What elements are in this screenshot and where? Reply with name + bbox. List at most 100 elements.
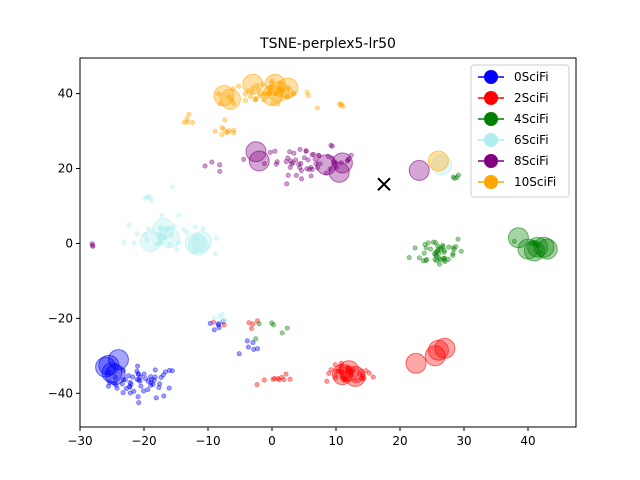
x-tick-label: −20: [131, 434, 156, 448]
data-point-0scifi: [158, 374, 164, 380]
data-point-8scifi: [305, 157, 311, 163]
centroid-point-10scifi: [267, 81, 289, 103]
data-point-10scifi: [252, 97, 258, 103]
data-point-0scifi: [141, 371, 147, 377]
data-point-10scifi: [216, 91, 222, 97]
data-point-0scifi: [112, 374, 118, 380]
data-point-4scifi: [433, 240, 439, 246]
data-point-2scifi: [333, 375, 339, 381]
legend-label-6scifi: 6SciFi: [514, 133, 549, 147]
data-point-10scifi: [339, 102, 345, 108]
data-point-2scifi: [339, 370, 345, 376]
data-point-6scifi: [145, 226, 151, 232]
data-point-0scifi: [127, 379, 133, 385]
data-point-0scifi: [134, 376, 140, 382]
data-point-10scifi: [231, 127, 237, 133]
data-point-10scifi: [226, 94, 232, 100]
legend-marker-4scifi: [484, 112, 498, 126]
data-point-2scifi: [261, 377, 267, 383]
data-point-10scifi: [219, 125, 225, 131]
data-point-8scifi: [285, 172, 291, 178]
data-point-0scifi: [244, 338, 250, 344]
data-point-0scifi: [145, 387, 151, 393]
centroid-point-6scifi: [159, 227, 181, 249]
data-point-6scifi: [170, 184, 176, 190]
data-point-4scifi: [420, 258, 426, 264]
data-point-0scifi: [255, 346, 261, 352]
data-point-2scifi: [287, 376, 293, 382]
data-point-4scifi: [406, 255, 412, 261]
data-point-4scifi: [455, 236, 461, 242]
data-point-2scifi: [326, 370, 332, 376]
centroid-point-6scifi: [191, 231, 213, 253]
data-point-6scifi: [195, 237, 201, 243]
data-point-2scifi: [246, 320, 252, 326]
x-axis: −30 −20 −10 0 10 20 30 40: [67, 427, 536, 448]
chart-title: TSNE-perplex5-lr50: [259, 36, 396, 52]
x-tick-label: 10: [328, 434, 343, 448]
x-tick-label: −30: [67, 434, 92, 448]
data-point-4scifi: [421, 250, 427, 256]
data-point-0scifi: [130, 374, 136, 380]
data-point-8scifi: [323, 170, 329, 176]
data-point-0scifi: [169, 368, 175, 374]
data-point-4scifi: [440, 242, 446, 248]
data-point-8scifi: [298, 161, 304, 167]
axes-frame: [79, 57, 577, 428]
data-point-2scifi: [211, 319, 217, 325]
data-point-2scifi: [254, 382, 260, 388]
data-point-6scifi: [167, 241, 173, 247]
data-point-6scifi: [216, 313, 222, 319]
data-point-10scifi: [304, 89, 310, 95]
data-point-6scifi: [181, 227, 187, 233]
centroid-point-6scifi: [431, 154, 453, 176]
data-point-6scifi: [220, 317, 226, 323]
data-point-4scifi: [428, 246, 434, 252]
data-point-4scifi: [453, 244, 459, 250]
data-point-4scifi: [451, 246, 457, 252]
data-point-6scifi: [176, 212, 182, 218]
data-point-4scifi: [416, 255, 422, 261]
data-point-4scifi: [450, 251, 456, 257]
legend-marker-10scifi: [484, 175, 498, 189]
data-point-4scifi: [436, 255, 442, 261]
centroid-point-10scifi: [427, 150, 449, 172]
data-point-4scifi: [455, 172, 461, 178]
centroid-point-8scifi: [315, 154, 337, 176]
data-point-6scifi: [159, 213, 165, 219]
data-point-2scifi: [272, 376, 278, 382]
data-point-4scifi: [425, 240, 431, 246]
data-point-6scifi: [126, 222, 132, 228]
data-point-0scifi: [251, 346, 257, 352]
data-point-6scifi: [121, 239, 127, 245]
data-point-6scifi: [211, 315, 217, 321]
y-tick-label: 20: [58, 162, 73, 176]
x-tick-label: 30: [456, 434, 471, 448]
data-point-10scifi: [248, 94, 254, 100]
data-point-4scifi: [412, 245, 418, 251]
data-point-8scifi: [329, 143, 335, 149]
legend-label-0scifi: 0SciFi: [514, 70, 549, 84]
centroid-point-10scifi: [213, 85, 235, 106]
data-point-4scifi: [284, 325, 290, 331]
data-point-2scifi: [333, 372, 339, 378]
data-point-8scifi: [311, 152, 317, 158]
y-tick-label: 40: [58, 87, 73, 101]
centroid-point-10scifi: [219, 88, 241, 110]
data-point-10scifi: [190, 120, 196, 126]
data-point-0scifi: [148, 374, 154, 380]
data-point-6scifi: [157, 225, 163, 231]
centroid-point-8scifi: [331, 152, 353, 174]
x-marker-stroke-b: [377, 177, 391, 191]
data-point-8scifi: [345, 157, 351, 163]
data-point-10scifi: [186, 111, 192, 117]
data-point-6scifi: [192, 224, 198, 230]
data-point-8scifi: [284, 181, 290, 187]
centroid-point-4scifi: [523, 240, 545, 262]
centroid-point-0scifi: [98, 354, 120, 376]
marker-layer: [377, 177, 391, 191]
data-point-0scifi: [127, 384, 133, 390]
data-point-0scifi: [156, 384, 162, 390]
data-point-8scifi: [217, 168, 223, 174]
data-point-0scifi: [138, 383, 144, 389]
